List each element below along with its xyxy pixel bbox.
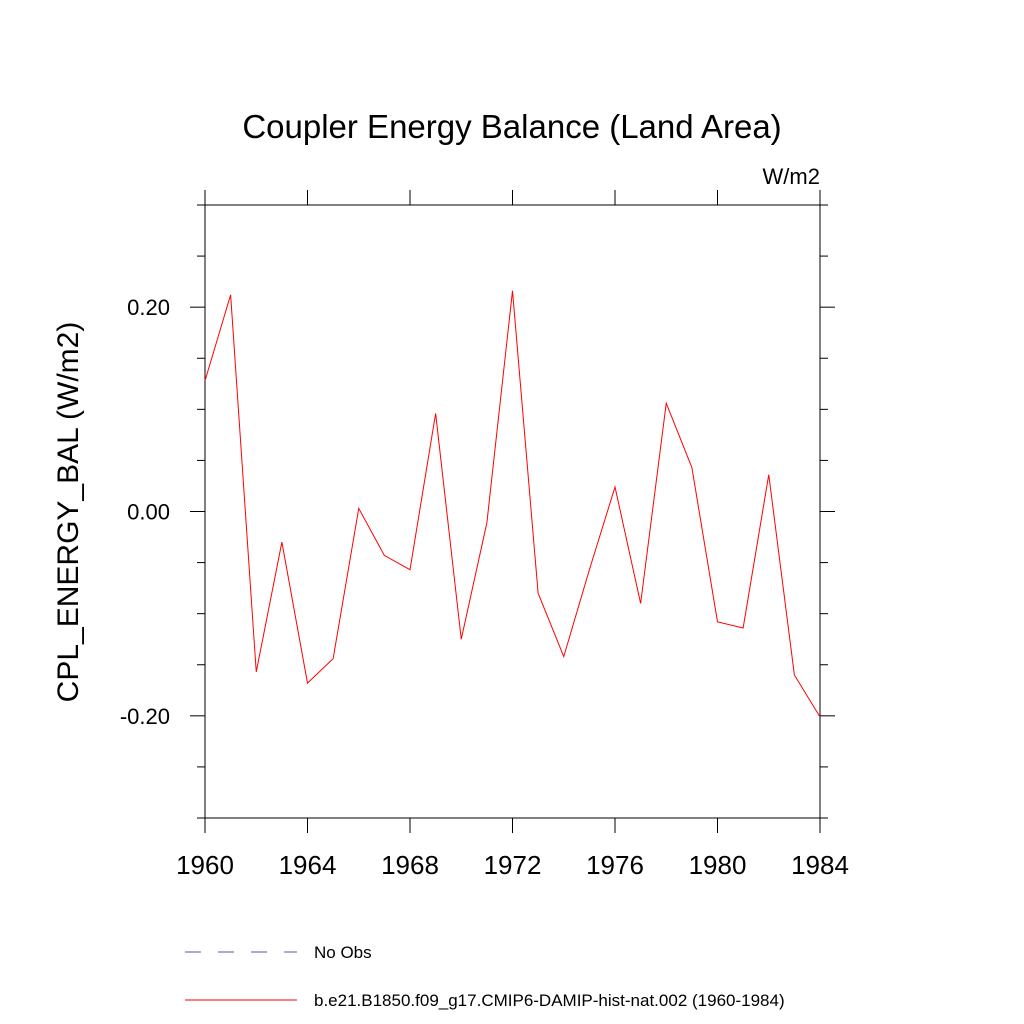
y-axis-tick-labels: -0.20 0.00 0.20 xyxy=(120,295,170,729)
chart-title: Coupler Energy Balance (Land Area) xyxy=(242,108,781,145)
y-axis-ticks xyxy=(190,204,835,819)
series-line-0 xyxy=(204,290,821,718)
legend-label-no-obs: No Obs xyxy=(314,943,372,962)
x-axis-ticks xyxy=(204,190,821,833)
x-tick-label: 1968 xyxy=(381,850,439,880)
legend-label-model-run: b.e21.B1850.f09_g17.CMIP6-DAMIP-hist-nat… xyxy=(314,991,785,1010)
legend: No Obs b.e21.B1850.f09_g17.CMIP6-DAMIP-h… xyxy=(185,943,785,1010)
x-tick-label: 1980 xyxy=(689,850,747,880)
x-tick-label: 1972 xyxy=(484,850,542,880)
x-tick-label: 1960 xyxy=(176,850,234,880)
series-layer xyxy=(204,290,821,718)
plot-frame xyxy=(204,204,821,819)
x-tick-label: 1976 xyxy=(586,850,644,880)
x-tick-label: 1984 xyxy=(791,850,849,880)
y-tick-label: 0.20 xyxy=(127,295,170,320)
units-label: W/m2 xyxy=(763,164,820,189)
x-axis-tick-labels: 1960 1964 1968 1972 1976 1980 1984 xyxy=(176,850,849,880)
y-tick-label: -0.20 xyxy=(120,704,170,729)
x-tick-label: 1964 xyxy=(279,850,337,880)
y-axis-label: CPL_ENERGY_BAL (W/m2) xyxy=(52,322,85,703)
y-tick-label: 0.00 xyxy=(127,500,170,525)
